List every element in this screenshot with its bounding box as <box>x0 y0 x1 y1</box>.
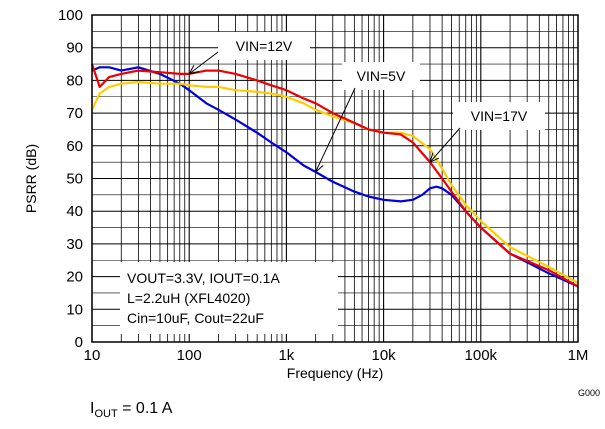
x-tick-label: 100 <box>177 347 202 364</box>
annotation-box-vin-5v <box>342 62 420 90</box>
annotations: VIN=12V VIN=5V VIN=17V VOUT=3.3V, IOUT=0.1A… <box>120 32 545 334</box>
y-tick-label: 30 <box>66 236 83 253</box>
conditions-line: Cin=10uF, Cout=22uF <box>127 310 264 326</box>
x-tick-label: 1M <box>568 347 589 364</box>
annotation-box-vin-17v <box>453 102 545 130</box>
x-tick-label: 10 <box>84 347 101 364</box>
x-tick-label: 1k <box>278 347 294 364</box>
annotation-box-vin-12v <box>218 32 310 60</box>
caption-subscript: OUT <box>94 408 118 421</box>
series-line-vin-12v <box>90 63 579 288</box>
iout-caption: IOUT = 0.1 A <box>90 400 172 420</box>
annotation-label-vin-17v: VIN=17V <box>471 108 528 124</box>
y-tick-label: 80 <box>66 72 83 89</box>
annotation-arrowhead-vin-5v <box>315 162 324 174</box>
y-tick-label: 20 <box>66 269 83 286</box>
annotation-arrowhead-vin-17v <box>429 152 440 164</box>
y-tick-label: 60 <box>66 138 83 155</box>
y-tick-label: 10 <box>66 301 83 318</box>
series-lines <box>90 63 579 288</box>
conditions-line: VOUT=3.3V, IOUT=0.1A <box>127 270 280 286</box>
caption-suffix: = 0.1 A <box>117 400 173 417</box>
series-line-vin-17v <box>91 80 579 285</box>
conditions-line: L=2.2uH (XFL4020) <box>127 290 250 306</box>
annotation-arrow-vin-12v <box>188 51 219 75</box>
x-axis-title: Frequency (Hz) <box>287 365 383 381</box>
annotation-arrowhead-vin-12v <box>188 64 199 75</box>
plot-frame <box>91 14 579 343</box>
x-tick-label: 10k <box>372 347 397 364</box>
y-tick-label: 0 <box>75 334 83 351</box>
caption-prefix: I <box>90 400 95 417</box>
y-tick-label: 90 <box>66 40 83 57</box>
y-tick-label: 50 <box>66 171 83 188</box>
y-axis-title: PSRR (dB) <box>23 144 39 213</box>
annotation-label-vin-12v: VIN=12V <box>236 38 293 54</box>
y-tick-label: 40 <box>66 203 83 220</box>
annotation-arrow-vin-5v <box>315 87 356 173</box>
figure-id: G000 <box>578 388 600 398</box>
conditions-box <box>120 262 338 334</box>
y-tick-label: 70 <box>66 105 83 122</box>
y-tick-label: 100 <box>58 7 83 24</box>
x-tick-label: 100k <box>465 347 498 364</box>
series-line-vin-5v <box>91 66 579 288</box>
annotation-arrow-vin-17v <box>429 127 461 163</box>
annotation-label-vin-5v: VIN=5V <box>357 68 406 84</box>
